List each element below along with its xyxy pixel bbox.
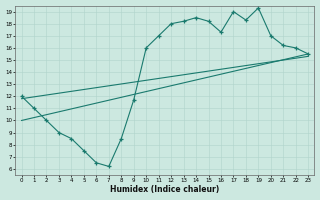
X-axis label: Humidex (Indice chaleur): Humidex (Indice chaleur) xyxy=(110,185,220,194)
